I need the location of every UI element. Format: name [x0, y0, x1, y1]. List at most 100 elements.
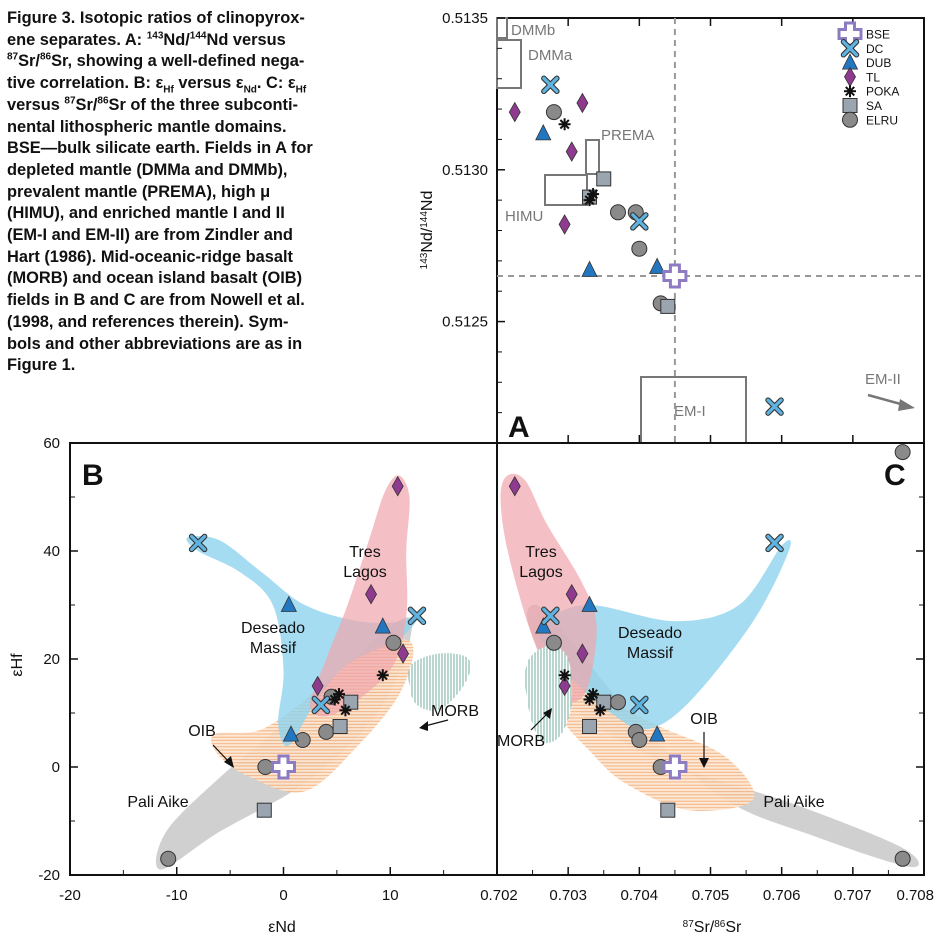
- marker-stroke: [559, 670, 570, 681]
- legend-label: TL: [866, 70, 880, 84]
- caption-line: (EM-I and EM-II) are from Zindler and: [7, 226, 293, 245]
- region-label-deseado: Deseado: [241, 620, 305, 637]
- panel-a-y-axis-label: 143Nd/144Nd: [419, 191, 437, 270]
- caption-line: bols and other abbreviations are as in: [7, 334, 303, 353]
- data-point-tl: [565, 583, 578, 605]
- data-point-dc: [541, 75, 560, 95]
- data-point-tl: [508, 101, 521, 123]
- data-point-dub: [535, 123, 552, 141]
- morb-arrowhead: [419, 721, 428, 731]
- marker-stroke: [845, 86, 855, 97]
- region-morb: [408, 653, 471, 711]
- data-point-sa: [660, 802, 676, 818]
- data-point-poka: [594, 704, 607, 717]
- caption-line: (1998, and references therein). Sym-: [7, 312, 289, 331]
- data-point-elru: [545, 634, 562, 651]
- data-point-poka: [583, 194, 596, 207]
- data-point-poka: [328, 693, 341, 706]
- data-point-poka: [558, 669, 571, 682]
- y-tick-label: 0: [52, 759, 60, 776]
- x-tick-label: -20: [59, 887, 81, 904]
- data-point-dc: [765, 397, 784, 416]
- legend-marker-poka: [844, 85, 856, 98]
- panel-b-ticks: -20 0 20 40 60 -20 -10 0 10: [38, 435, 445, 904]
- data-point-poka: [583, 693, 596, 706]
- caption-line: nental lithospheric mantle domains.: [7, 117, 287, 136]
- region-label-morb: MORB: [497, 733, 545, 750]
- panel-c: Tres Lagos Deseado Massif Pali Aike MORB OIB 0…: [480, 442, 934, 937]
- region-tres-lagos: [310, 475, 410, 717]
- marker-stroke: [542, 76, 559, 93]
- data-point-tl: [558, 675, 571, 697]
- x-tick-label: -10: [166, 887, 188, 904]
- region-deseado-massif: [536, 539, 791, 730]
- panel-a-reference-lines: [497, 18, 924, 443]
- figure-caption: Figure 3. Isotopic ratios of clinopyrox-…: [7, 8, 412, 377]
- data-point-sa: [343, 694, 359, 710]
- marker-stroke: [329, 694, 340, 705]
- data-point-poka: [558, 118, 571, 131]
- x-tick-label: 0.705: [692, 887, 730, 904]
- panel-b-regions: Tres Lagos Deseado Massif Pali Aike MORB OIB: [127, 475, 479, 870]
- region-label-tres-lagos: Tres: [349, 544, 380, 561]
- data-point-elru: [385, 634, 402, 651]
- caption-line: (HIMU), and enriched mantle I and II: [7, 204, 285, 223]
- himu-field: [544, 174, 588, 206]
- data-point-bse: [662, 263, 688, 289]
- panel-b-x-axis-label: εNd: [268, 919, 296, 936]
- panel-a-letter: A: [508, 411, 530, 444]
- data-point-elru: [894, 850, 911, 867]
- data-point-tl: [576, 643, 589, 664]
- region-label-oib: OIB: [690, 711, 718, 728]
- data-point-sa: [256, 802, 272, 818]
- marker-stroke: [766, 534, 783, 552]
- morb-arrow: [530, 712, 549, 731]
- legend-label: DC: [866, 42, 884, 56]
- marker-stroke: [841, 40, 859, 57]
- panel-c-x-axis-label: 87Sr/86Sr: [683, 919, 742, 937]
- data-point-elru: [545, 104, 562, 121]
- data-point-dc: [311, 695, 331, 715]
- data-point-dub: [648, 725, 666, 742]
- marker-stroke: [312, 696, 330, 714]
- y-tick-label: 0.5130: [442, 162, 488, 179]
- caption-line: depleted mantle (DMMa and DMMb),: [7, 160, 288, 179]
- region-label-pali-aike: Pali Aike: [763, 794, 824, 811]
- data-point-tl: [365, 583, 377, 605]
- morb-arrow: [424, 719, 449, 727]
- panel-a-fields: DMMb DMMa PREMA HIMU EM-I EM-II: [496, 17, 915, 444]
- data-point-dub: [280, 595, 297, 612]
- caption-line: versus 87Sr/86Sr of the three subconti-: [7, 95, 298, 114]
- data-point-elru: [318, 723, 335, 740]
- legend-label: DUB: [866, 56, 891, 70]
- marker-stroke: [377, 670, 388, 681]
- data-point-sa: [660, 298, 676, 314]
- data-point-dub: [581, 260, 598, 277]
- region-label-deseado: Deseado: [618, 625, 682, 642]
- data-point-elru: [894, 444, 911, 461]
- x-tick-label: 0.708: [896, 887, 934, 904]
- morb-arrowhead: [543, 708, 552, 719]
- data-point-tl: [397, 643, 410, 664]
- region-label-morb: MORB: [431, 703, 479, 720]
- region-label-deseado: Massif: [627, 645, 674, 662]
- region-label-tres-lagos: Lagos: [343, 564, 387, 581]
- panel-a-ticks: 0.5125 0.5130 0.5135: [442, 10, 854, 443]
- region-deseado-massif: [186, 535, 423, 747]
- y-tick-label: -20: [38, 867, 60, 884]
- field-label-dmmb: DMMb: [511, 22, 555, 39]
- region-label-pali_aike: Pali Aike: [127, 794, 188, 811]
- data-point-poka: [587, 688, 600, 701]
- data-point-tl: [576, 92, 589, 114]
- panel-c-points: [508, 475, 911, 867]
- caption-line: 87Sr/86Sr, showing a well-defined nega-: [7, 51, 305, 71]
- caption-line: Figure 1.: [7, 356, 76, 375]
- oib-arrowhead: [699, 758, 709, 768]
- marker-stroke: [559, 119, 570, 130]
- marker-stroke: [584, 694, 595, 705]
- marker-stroke: [189, 534, 207, 552]
- data-point-sa: [582, 719, 598, 734]
- caption-line: BSE—bulk silicate earth. Fields in A for: [7, 139, 313, 158]
